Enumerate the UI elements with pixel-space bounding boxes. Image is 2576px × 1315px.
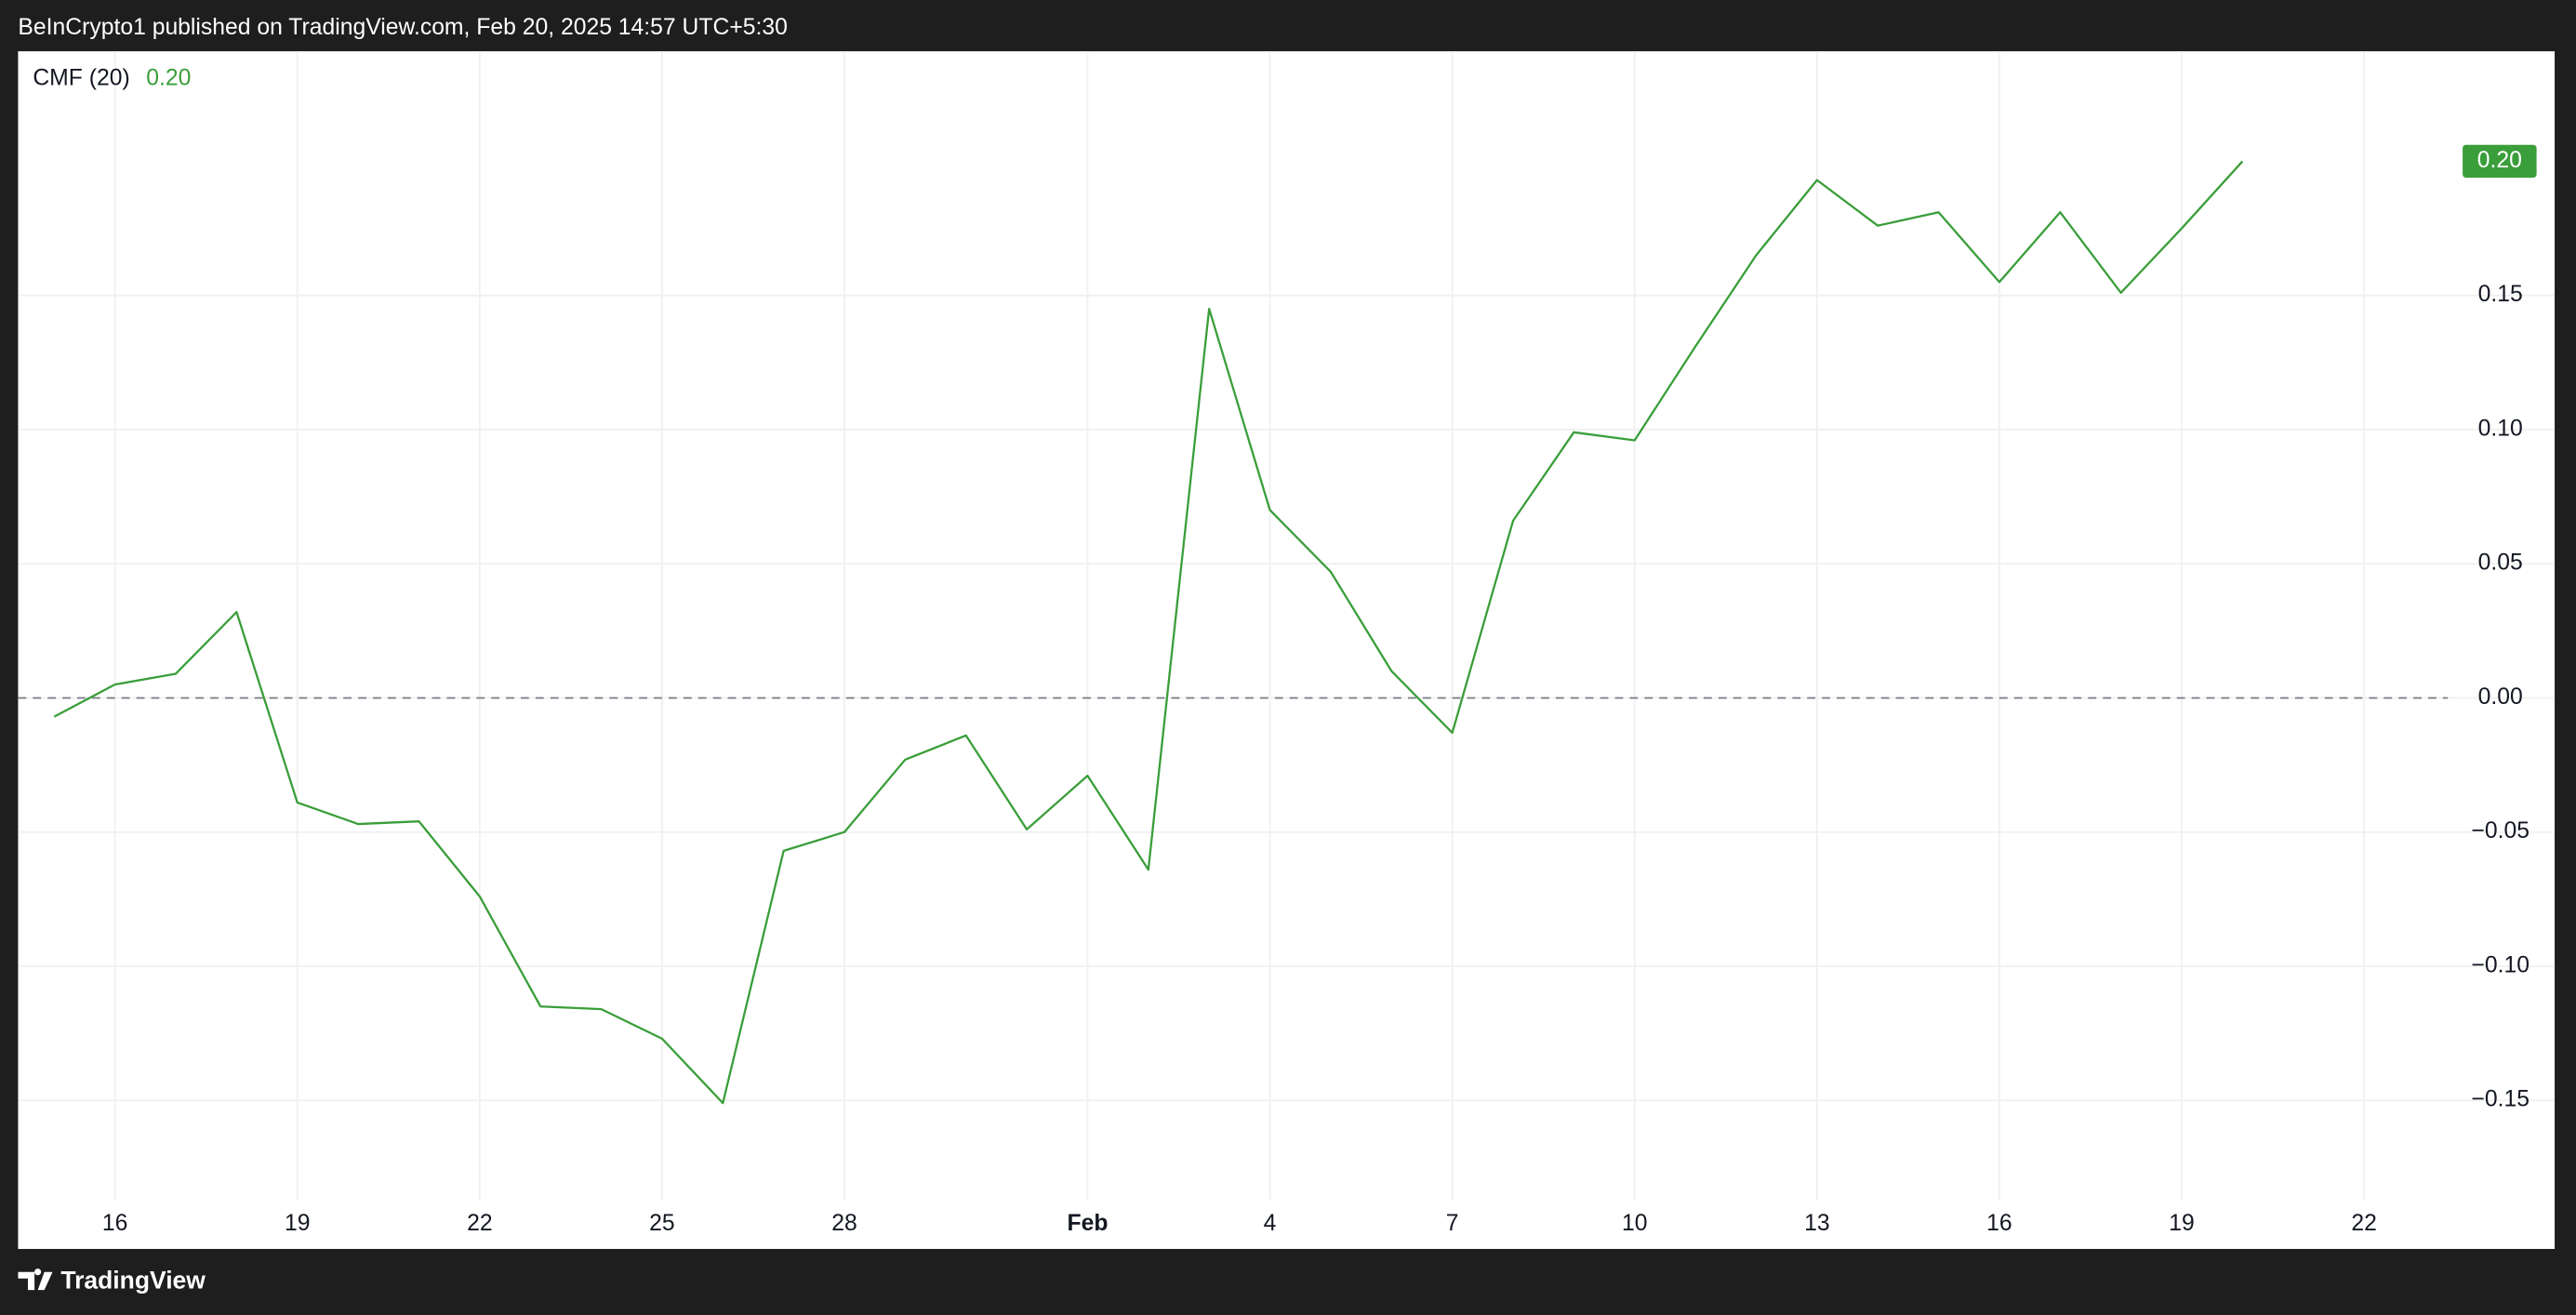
x-tick-label: Feb	[1068, 1211, 1109, 1236]
x-tick-label: 13	[1804, 1211, 1829, 1236]
y-tick-label: −0.05	[2471, 818, 2530, 843]
x-tick-label: 7	[1446, 1211, 1459, 1236]
x-tick-label: 19	[2169, 1211, 2195, 1236]
x-tick-label: 16	[1986, 1211, 2012, 1236]
x-tick-label: 22	[2351, 1211, 2377, 1236]
x-tick-label: 28	[831, 1211, 857, 1236]
series-line	[53, 160, 2244, 1105]
x-tick-label: 22	[467, 1211, 492, 1236]
x-tick-label: 19	[285, 1211, 311, 1236]
brand: TradingView	[60, 1266, 206, 1294]
last-value-label: 0.20	[2477, 148, 2522, 173]
y-tick-label: 0.05	[2478, 551, 2523, 576]
chart-area	[18, 51, 2556, 1249]
x-tick-label: 10	[1622, 1211, 1647, 1236]
y-tick-label: 0.10	[2478, 416, 2523, 441]
x-tick-label: 25	[649, 1211, 674, 1236]
y-tick-label: 0.15	[2478, 282, 2523, 307]
y-tick-label: 0.00	[2478, 684, 2523, 710]
legend-value: 0.20	[146, 66, 191, 91]
legend-name: CMF (20)	[33, 66, 129, 91]
y-tick-label: −0.10	[2471, 952, 2530, 977]
x-tick-label: 16	[102, 1211, 128, 1236]
header-text: BeInCrypto1 published on TradingView.com…	[18, 15, 787, 40]
y-tick-label: −0.15	[2471, 1087, 2530, 1112]
last-value-badge	[2463, 144, 2537, 179]
logo	[18, 1269, 53, 1291]
x-tick-label: 4	[1264, 1211, 1277, 1236]
